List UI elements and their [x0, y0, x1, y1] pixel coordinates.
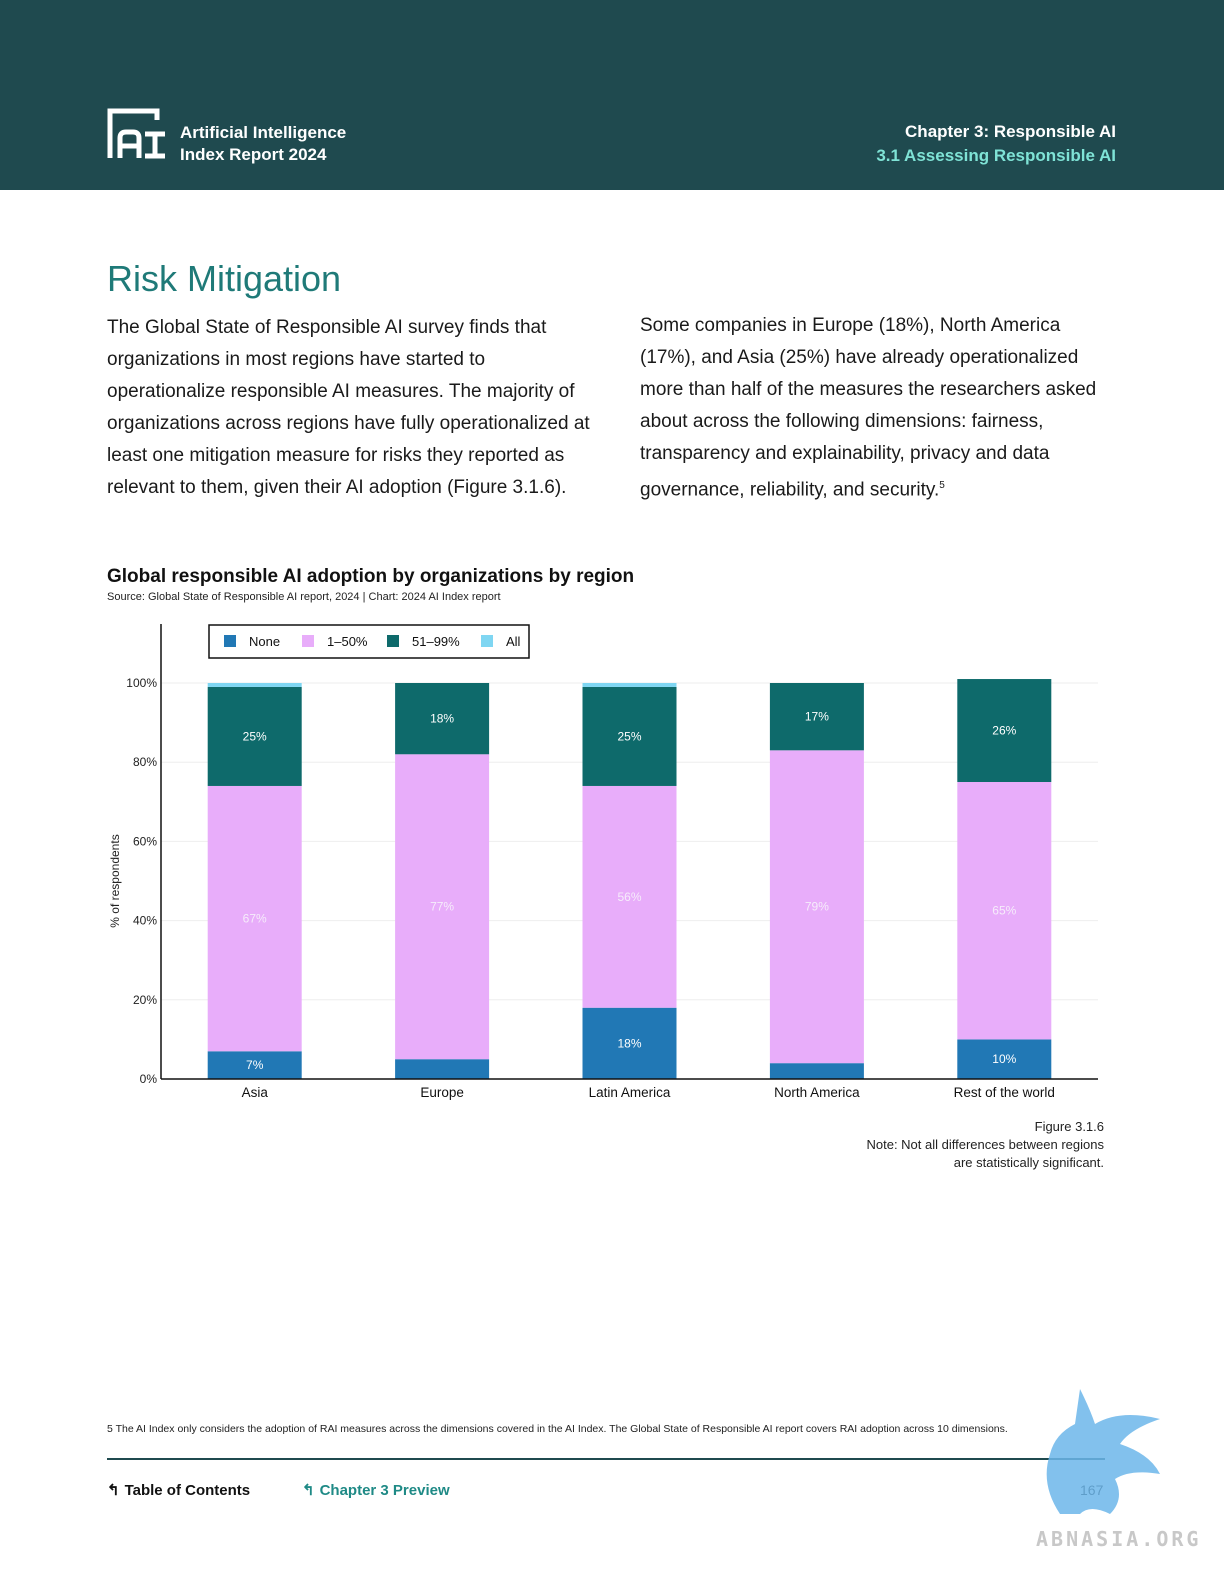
report-name-line2: Index Report 2024 — [180, 145, 327, 164]
return-arrow-icon: ↰ — [107, 1482, 120, 1499]
figure-label: Figure 3.1.6 — [1034, 1119, 1104, 1134]
body-paragraph-left: The Global State of Responsible AI surve… — [107, 317, 590, 498]
table-of-contents-link[interactable]: ↰ Table of Contents — [107, 1481, 250, 1499]
return-arrow-icon: ↰ — [302, 1482, 315, 1499]
footnote-ref[interactable]: 5 — [939, 480, 945, 491]
data-label: 67% — [243, 912, 267, 926]
bar-segment — [769, 1063, 864, 1079]
data-label: 77% — [430, 900, 454, 914]
bar-segment — [769, 683, 864, 751]
legend-swatch — [302, 635, 314, 647]
watermark-text: ABNASIA.ORG — [1036, 1527, 1202, 1551]
bar-segment — [582, 686, 677, 786]
x-tick-label: Europe — [420, 1085, 464, 1100]
legend-label: None — [249, 634, 280, 649]
legend-label: 51–99% — [412, 634, 460, 649]
bar-segment — [582, 683, 677, 687]
bar-segment — [957, 1039, 1052, 1079]
x-tick-label: North America — [774, 1085, 860, 1100]
data-label: 18% — [430, 712, 454, 726]
legend-swatch — [224, 635, 236, 647]
x-tick-label: Asia — [242, 1085, 269, 1100]
data-label: 79% — [805, 900, 829, 914]
bar-segment — [207, 686, 302, 786]
x-tick-label: Rest of the world — [954, 1085, 1055, 1100]
figure-note-line1: Note: Not all differences between region… — [866, 1137, 1104, 1152]
toc-label: Table of Contents — [124, 1482, 251, 1499]
data-label: 7% — [246, 1058, 264, 1072]
body-paragraph-right-text: Some companies in Europe (18%), North Am… — [640, 315, 1097, 501]
chapter-breadcrumb: Chapter 3: Responsible AI 3.1 Assessing … — [876, 120, 1116, 168]
data-label: 18% — [617, 1036, 641, 1050]
x-tick-label: Latin America — [589, 1085, 671, 1100]
bar-segment — [395, 1059, 490, 1079]
body-paragraph-right: Some companies in Europe (18%), North Am… — [640, 310, 1120, 506]
legend-label: 1–50% — [327, 634, 368, 649]
bar-segment — [582, 785, 677, 1008]
legend-swatch — [387, 635, 399, 647]
y-axis-title: % of respondents — [108, 834, 122, 927]
page-header: Artificial Intelligence Index Report 202… — [0, 0, 1224, 190]
bar-segment — [207, 1051, 302, 1079]
y-tick-label: 100% — [126, 676, 157, 690]
figure-note: Figure 3.1.6 Note: Not all differences b… — [866, 1118, 1104, 1172]
data-label: 26% — [992, 724, 1016, 738]
footer-divider — [107, 1458, 1105, 1460]
bar-segment — [207, 785, 302, 1052]
chapter-preview-link[interactable]: ↰ Chapter 3 Preview — [302, 1481, 450, 1499]
legend-swatch — [481, 635, 493, 647]
legend-box — [208, 624, 530, 659]
bar-segment — [395, 683, 490, 755]
bar-segment — [395, 754, 490, 1060]
report-name-line1: Artificial Intelligence — [180, 123, 347, 142]
data-label: 25% — [617, 729, 641, 743]
y-tick-label: 0% — [140, 1072, 158, 1086]
figure-note-line2: are statistically significant. — [953, 1155, 1104, 1170]
y-tick-label: 80% — [133, 755, 157, 769]
data-label: 25% — [243, 729, 267, 743]
data-label: 65% — [992, 904, 1016, 918]
chart-title: Global responsible AI adoption by organi… — [107, 566, 635, 587]
y-tick-label: 60% — [133, 834, 157, 848]
chapter-title[interactable]: Chapter 3: Responsible AI — [905, 122, 1116, 141]
ai-index-logo — [107, 108, 165, 159]
y-tick-label: 40% — [133, 914, 157, 928]
legend-label: All — [506, 634, 521, 649]
data-label: 10% — [992, 1052, 1016, 1066]
griffin-watermark-icon — [1046, 1389, 1160, 1514]
data-label: 17% — [805, 710, 829, 724]
chart-source: Source: Global State of Responsible AI r… — [107, 591, 501, 603]
bar-segment — [769, 750, 864, 1064]
data-label: 56% — [617, 890, 641, 904]
y-tick-label: 20% — [133, 993, 157, 1007]
bar-segment — [207, 683, 302, 687]
bar-segment — [582, 1007, 677, 1079]
footnote: 5 The AI Index only considers the adopti… — [107, 1423, 1008, 1435]
report-name: Artificial Intelligence Index Report 202… — [180, 122, 346, 166]
chapter-preview-label: Chapter 3 Preview — [319, 1482, 450, 1499]
section-title[interactable]: 3.1 Assessing Responsible AI — [876, 146, 1116, 165]
page-title: Risk Mitigation — [107, 258, 342, 299]
bar-segment — [957, 782, 1052, 1040]
bar-segment — [957, 679, 1052, 782]
